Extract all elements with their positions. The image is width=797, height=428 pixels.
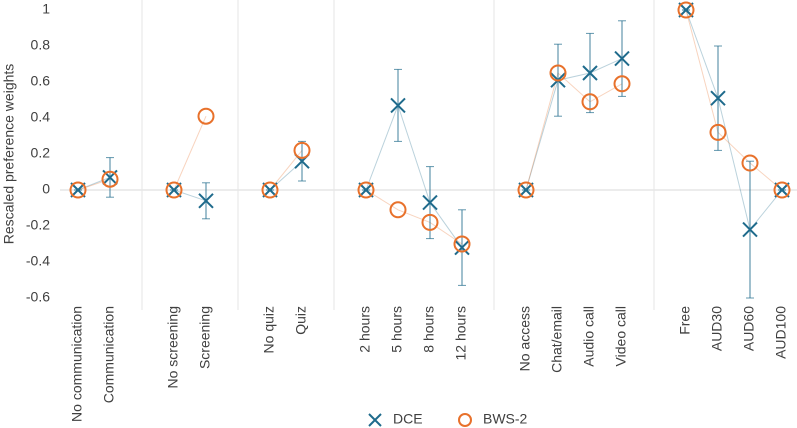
- legend-marker: [368, 413, 382, 427]
- marker-circle: [677, 1, 695, 19]
- connector-line: [77, 176, 111, 191]
- marker-x: [390, 97, 406, 114]
- x-tick-label: Quiz: [293, 306, 309, 335]
- marker-circle: [293, 141, 311, 159]
- marker-x: [614, 50, 630, 67]
- y-tick-label: 0.8: [31, 37, 51, 53]
- x-tick-label: Video call: [613, 306, 629, 366]
- marker-circle: [389, 201, 407, 219]
- y-tick-label: -0.6: [26, 289, 50, 305]
- x-tick-label: Chat/email: [549, 306, 565, 373]
- marker-circle: [69, 181, 87, 199]
- x-tick-label: 8 hours: [421, 306, 437, 353]
- x-tick-label: No quiz: [261, 306, 277, 353]
- legend-label: DCE: [393, 411, 423, 427]
- x-tick-label: 12 hours: [453, 306, 469, 360]
- x-tick-label: AUD100: [773, 306, 789, 359]
- x-tick-label: AUD60: [741, 306, 757, 351]
- x-tick-label: 5 hours: [389, 306, 405, 353]
- connector-line: [525, 72, 623, 191]
- marker-circle: [261, 181, 279, 199]
- x-tick-label: Communication: [101, 306, 117, 403]
- marker-circle: [197, 107, 215, 125]
- marker-x: [582, 65, 598, 81]
- y-tick-label: 0.2: [31, 145, 51, 161]
- marker-x: [710, 90, 726, 106]
- marker-circle: [165, 181, 183, 199]
- connector-line: [685, 9, 783, 191]
- y-tick-label: 0.4: [31, 109, 51, 125]
- x-tick-label: Screening: [197, 306, 213, 369]
- marker-circle: [581, 93, 599, 111]
- legend-marker: [458, 413, 472, 427]
- marker-x: [454, 239, 470, 256]
- marker-circle: [421, 213, 439, 231]
- y-tick-label: -0.4: [26, 253, 50, 269]
- legend-label: BWS-2: [483, 411, 528, 427]
- x-tick-label: 2 hours: [357, 306, 373, 353]
- y-axis-label: Rescaled preference weights: [1, 64, 17, 245]
- x-tick-label: Audio call: [581, 306, 597, 367]
- y-tick-label: 0: [42, 181, 50, 197]
- x-tick-label: No screening: [165, 306, 181, 389]
- marker-circle: [709, 123, 727, 141]
- marker-x: [742, 221, 758, 238]
- marker-circle: [101, 170, 119, 188]
- marker-circle: [453, 235, 471, 253]
- connector-line: [173, 116, 207, 191]
- connector-line: [77, 178, 111, 191]
- connector-line: [525, 58, 623, 191]
- marker-circle: [741, 154, 759, 172]
- marker-x: [422, 194, 438, 211]
- connector-line: [365, 189, 463, 245]
- marker-circle: [773, 181, 791, 199]
- marker-x: [198, 193, 214, 209]
- x-tick-label: Free: [677, 306, 693, 335]
- connector-line: [685, 9, 783, 231]
- connector-line: [365, 103, 463, 248]
- y-tick-label: 0.6: [31, 73, 51, 89]
- x-tick-label: No communication: [69, 306, 85, 422]
- x-tick-label: No access: [517, 306, 533, 371]
- connector-line: [173, 189, 207, 202]
- x-tick-label: AUD30: [709, 306, 725, 351]
- marker-circle: [517, 181, 535, 199]
- y-tick-label: 1: [42, 1, 50, 17]
- marker-circle: [357, 181, 375, 199]
- marker-circle: [549, 64, 567, 82]
- y-tick-label: -0.2: [26, 217, 50, 233]
- marker-circle: [613, 75, 631, 93]
